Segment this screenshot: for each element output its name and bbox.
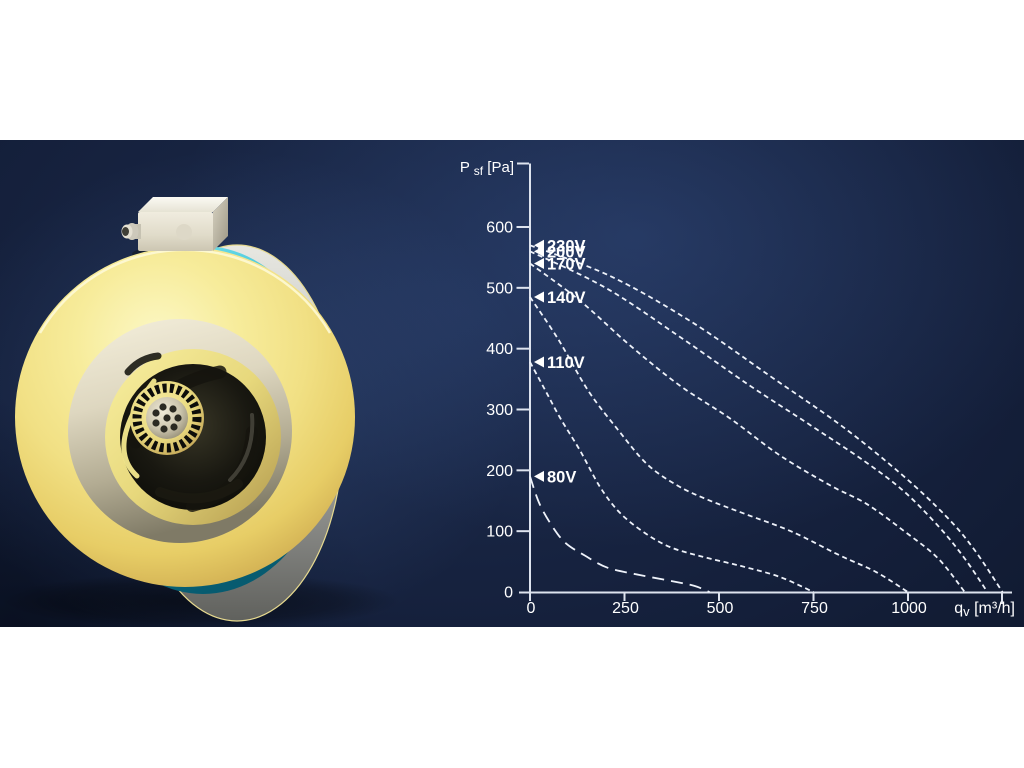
curve-label-110v: 110V [547,354,585,372]
x-tick-label: 250 [612,600,639,617]
curve-140v [529,296,909,593]
curve-80v [529,476,710,593]
curve-170v [529,262,966,593]
curve-label-200v: 200V [547,243,586,261]
curve-label-170v: 170V [547,256,586,274]
curve-230v [529,244,1004,593]
x-axis-title: qv [m³/h] [954,600,1015,619]
y-tick-label: 0 [504,585,513,602]
curve-marker-170v [534,258,544,270]
y-tick-label: 100 [486,524,513,541]
fan-image [0,150,530,627]
y-tick-label: 600 [486,220,513,237]
hub-vent-ring [132,383,202,453]
chart-tick-labels: 0 100 200 300 400 500 600 0 250 500 750 1000 P sf [P… [460,159,1015,619]
box-knockout [176,224,192,240]
hub-holes [152,403,182,433]
x-tick-label: 750 [801,600,828,617]
curve-200v [529,250,989,593]
fan-performance-chart: 0 100 200 300 400 500 600 0 250 500 750 1000 P sf [P… [460,159,1015,619]
x-tick-label: 0 [527,600,536,617]
y-tick-label: 300 [486,402,513,419]
y-tick-label: 200 [486,463,513,480]
terminal-box [121,197,228,251]
cable-gland [121,223,141,240]
fan-curves [529,244,1004,593]
x-tick-label: 500 [707,600,734,617]
curve-110v [529,361,814,593]
curve-marker-80v [534,470,544,482]
y-tick-label: 500 [486,280,513,297]
curve-label-80v: 80V [547,468,576,486]
chart-axes [516,162,1012,604]
y-axis-title: P sf [Pa] [460,159,514,178]
curve-marker-230v [534,239,544,251]
curve-marker-110v [534,356,544,368]
curve-marker-140v [534,291,544,303]
curve-label-140v: 140V [547,289,586,307]
y-tick-label: 400 [486,341,513,358]
x-tick-label: 1000 [891,600,927,617]
banner-graphic: 0 100 200 300 400 500 600 0 250 500 750 1000 P sf [P… [0,150,1015,627]
product-banner: 0 100 200 300 400 500 600 0 250 500 750 1000 P sf [P… [0,140,1024,627]
curve-label-230v: 230V [547,237,586,255]
